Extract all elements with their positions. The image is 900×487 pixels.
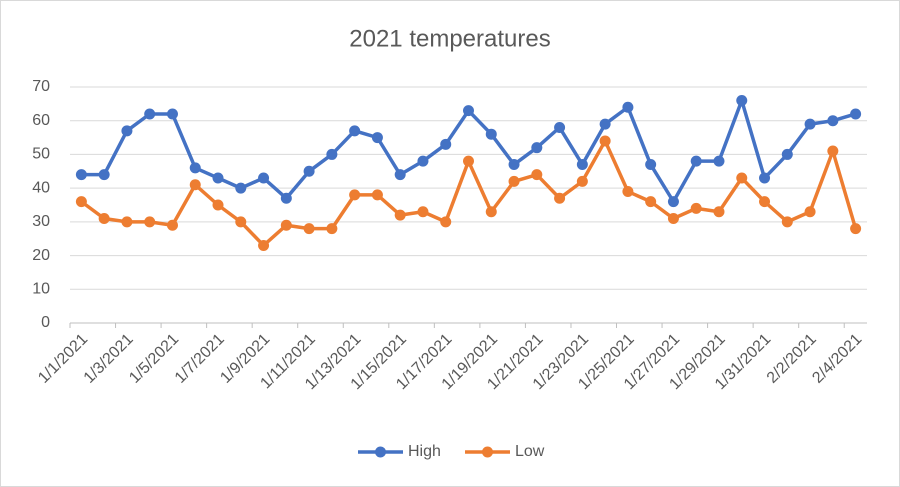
data-point	[303, 223, 315, 235]
legend-label: High	[408, 443, 441, 460]
data-point	[258, 239, 270, 251]
data-point	[417, 206, 429, 218]
data-point	[349, 125, 361, 137]
data-point	[75, 196, 87, 208]
data-point	[804, 206, 816, 218]
data-point	[189, 162, 201, 174]
data-point	[622, 186, 634, 198]
data-point	[280, 192, 292, 204]
chart-title: 2021 temperatures	[349, 25, 550, 52]
data-point	[189, 179, 201, 191]
data-point	[576, 175, 588, 187]
data-point	[349, 189, 361, 201]
data-point	[827, 115, 839, 127]
data-point	[531, 169, 543, 181]
data-point	[463, 105, 474, 117]
y-tick-label: 60	[32, 112, 50, 129]
data-point	[371, 132, 383, 144]
y-tick-label: 70	[32, 78, 50, 95]
data-point	[212, 172, 224, 184]
y-tick-label: 50	[32, 146, 50, 163]
data-point	[850, 108, 862, 120]
data-point	[166, 108, 178, 120]
data-point	[144, 216, 156, 228]
data-point	[121, 125, 133, 137]
data-point	[144, 108, 156, 120]
y-tick-label: 30	[32, 213, 50, 230]
data-point	[804, 118, 816, 130]
data-point	[736, 172, 748, 184]
data-point	[235, 182, 247, 194]
data-point	[554, 121, 566, 133]
data-point	[394, 209, 406, 221]
data-point	[622, 101, 634, 113]
data-point	[371, 189, 383, 201]
data-point	[736, 94, 748, 106]
data-point	[827, 145, 839, 157]
data-point	[713, 155, 725, 167]
data-point	[508, 159, 520, 171]
data-point	[326, 223, 338, 235]
data-point	[576, 159, 588, 171]
data-point	[531, 142, 543, 154]
data-point	[759, 172, 771, 184]
data-point	[690, 155, 702, 167]
data-point	[394, 169, 406, 181]
data-point	[303, 165, 315, 177]
data-point	[599, 135, 611, 147]
y-tick-label: 40	[32, 179, 50, 196]
data-point	[554, 192, 566, 204]
data-point	[508, 175, 520, 187]
data-point	[98, 212, 110, 224]
data-point	[463, 155, 474, 167]
data-point	[781, 216, 793, 228]
data-point	[98, 169, 110, 181]
legend-marker	[482, 446, 493, 458]
y-tick-label: 0	[41, 314, 50, 331]
data-point	[280, 219, 292, 231]
data-point	[667, 196, 679, 208]
data-point	[326, 148, 338, 160]
y-tick-label: 20	[32, 247, 50, 264]
y-tick-label: 10	[32, 281, 50, 298]
data-point	[485, 128, 497, 140]
data-point	[235, 216, 247, 228]
data-point	[850, 223, 862, 235]
data-point	[645, 159, 657, 171]
data-point	[212, 199, 224, 211]
data-point	[440, 138, 452, 150]
data-point	[599, 118, 611, 130]
data-point	[759, 196, 771, 208]
data-point	[75, 169, 87, 181]
data-point	[440, 216, 452, 228]
data-point	[258, 172, 270, 184]
data-point	[667, 212, 679, 224]
legend-marker	[375, 446, 386, 458]
data-point	[713, 206, 725, 218]
legend-label: Low	[515, 443, 545, 460]
data-point	[690, 202, 702, 214]
data-point	[645, 196, 657, 208]
data-point	[166, 219, 178, 231]
data-point	[485, 206, 497, 218]
data-point	[781, 148, 793, 160]
data-point	[121, 216, 133, 228]
data-point	[417, 155, 429, 167]
